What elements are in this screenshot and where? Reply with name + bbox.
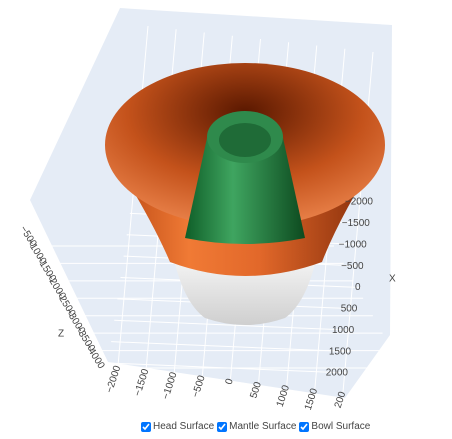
tick-label: −1500 <box>132 367 151 398</box>
head-surface <box>185 138 305 244</box>
tick-label: 1000 <box>332 325 355 336</box>
legend-checkbox[interactable] <box>299 421 310 432</box>
tick-label: −1000 <box>339 239 368 250</box>
legend-label: Bowl Surface <box>311 421 371 432</box>
tick-label: −2000 <box>345 197 374 208</box>
tick-label: 200 <box>333 390 349 410</box>
tick-label: 2000 <box>326 368 349 379</box>
x-axis-label: X <box>389 274 396 285</box>
grid-line <box>117 25 149 367</box>
z-axis-label: Z <box>58 329 64 340</box>
tick-label: 0 <box>224 377 236 386</box>
tick-label: −500 <box>341 261 364 272</box>
tick-label: 0 <box>355 282 361 293</box>
legend-checkbox[interactable] <box>217 421 228 432</box>
grid-line <box>111 341 352 353</box>
legend: Head Surface Mantle Surface Bowl Surface <box>141 421 370 432</box>
legend-item[interactable]: Head Surface <box>141 421 214 432</box>
tick-label: −500 <box>190 374 208 399</box>
scene: X Z −2000−1500−1000−5000500100015002000−… <box>17 8 396 412</box>
tick-label: −2000 <box>104 364 123 395</box>
tick-label: 500 <box>341 304 358 315</box>
grid-line <box>114 319 355 331</box>
legend-item[interactable]: Mantle Surface <box>217 421 296 432</box>
head-hole <box>219 123 271 157</box>
tick-label: −1500 <box>342 218 371 229</box>
legend-label: Mantle Surface <box>229 421 297 432</box>
tick-label: 500 <box>248 380 264 400</box>
tick-label: −1000 <box>160 370 179 401</box>
legend-item[interactable]: Bowl Surface <box>299 421 370 432</box>
legend-label: Head Surface <box>153 421 215 432</box>
tick-label: 1500 <box>329 346 352 357</box>
legend-checkbox[interactable] <box>141 421 151 432</box>
